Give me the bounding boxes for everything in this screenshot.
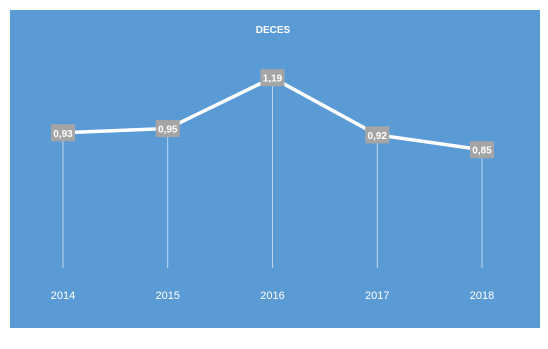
chart-background bbox=[10, 10, 540, 328]
x-tick-label: 2018 bbox=[470, 290, 494, 302]
data-label-box bbox=[470, 141, 494, 159]
data-label-box bbox=[365, 126, 390, 144]
data-label: 1,19 bbox=[260, 69, 285, 87]
data-label: 0,92 bbox=[365, 126, 390, 144]
data-label-text: 0,92 bbox=[368, 131, 388, 142]
x-tick-label: 2015 bbox=[156, 290, 180, 302]
data-label-box bbox=[51, 124, 75, 142]
chart-title: DECES bbox=[256, 25, 291, 36]
x-tick-label: 2016 bbox=[260, 290, 284, 302]
data-label: 0,93 bbox=[51, 124, 75, 142]
data-label-box bbox=[260, 69, 285, 87]
drop-lines bbox=[62, 77, 483, 268]
data-labels: 0,93 0,95 1,19 0,92 0,85 bbox=[51, 69, 494, 159]
data-label: 0,85 bbox=[470, 141, 494, 159]
x-tick-label: 2014 bbox=[51, 290, 75, 302]
data-label-text: 0,95 bbox=[158, 125, 178, 136]
data-label-text: 0,85 bbox=[472, 146, 492, 157]
data-label-box bbox=[155, 120, 180, 138]
data-label: 0,95 bbox=[155, 120, 180, 138]
x-tick-label: 2017 bbox=[365, 290, 389, 302]
data-label-text: 0,93 bbox=[53, 129, 73, 140]
x-axis-tick-labels: 2014 2015 2016 2017 2018 bbox=[51, 290, 494, 302]
data-label-text: 1,19 bbox=[263, 74, 283, 85]
